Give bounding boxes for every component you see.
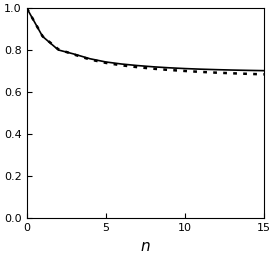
X-axis label: n: n [141, 239, 150, 254]
